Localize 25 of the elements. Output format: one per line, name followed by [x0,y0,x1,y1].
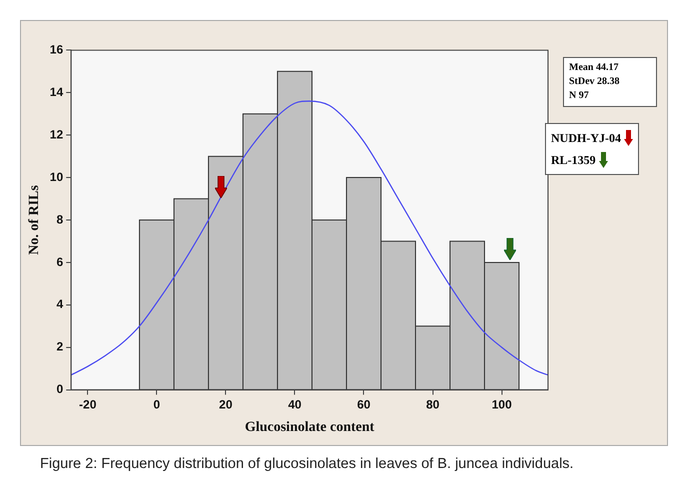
y-axis-title: No. of RILs [27,184,42,255]
x-tick-label: 100 [492,397,512,412]
caption: Figure 2: Frequency distribution of glucosinolates in leaves of B. juncea individuals. [40,455,575,474]
text: RL-1359 [551,152,596,169]
y-tick-label: 12 [50,127,64,142]
text: StDev 28.38 [569,75,621,89]
y-tick-label: 16 [50,42,64,57]
x-tick-label: 40 [288,397,302,412]
x-tick-label: 0 [153,397,160,412]
x-axis-title: Glucosinolate content [244,420,375,436]
text: N 97 [569,89,590,103]
text: NUDH-YJ-04 [551,130,621,147]
y-tick-label: 8 [56,212,64,226]
y-tick-label: 10 [50,170,64,184]
x-tick-label: 80 [426,397,440,412]
text: Mean 44.17 [569,61,620,75]
x-tick-label: 60 [357,397,371,412]
y-tick-label: 4 [56,297,64,312]
y-tick-label: 2 [56,340,64,354]
y-tick-label: 14 [50,84,64,99]
line-series [71,100,548,376]
x-tick-label: -20 [79,397,97,412]
x-tick-label: 20 [219,397,233,412]
y-tick-label: 6 [56,254,64,269]
y-tick-label: 0 [56,382,64,396]
